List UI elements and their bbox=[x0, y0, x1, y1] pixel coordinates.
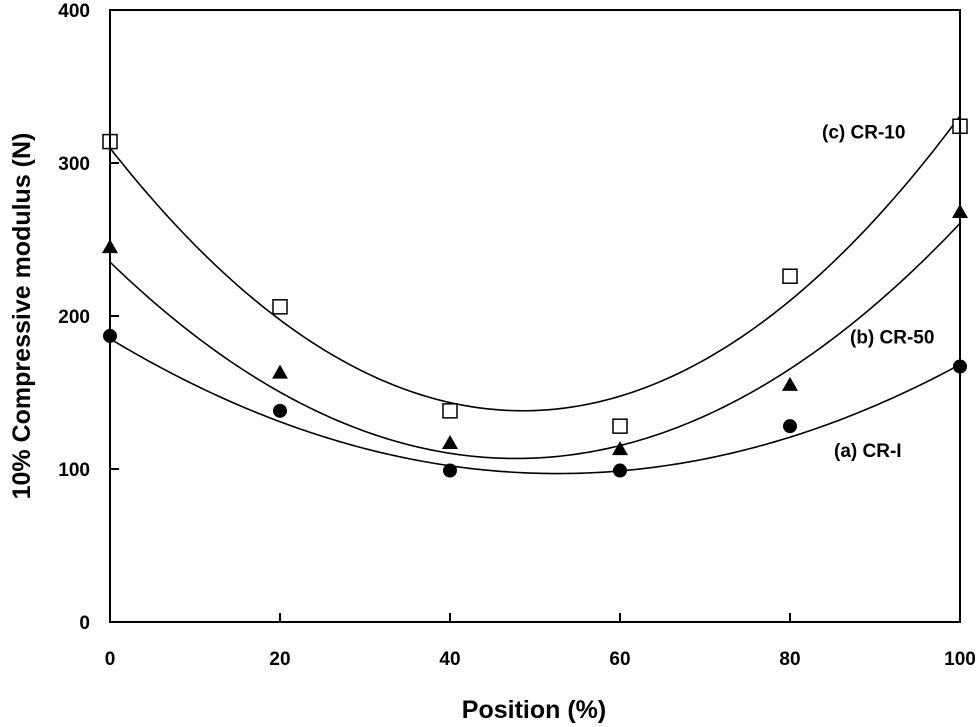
point-cr-10-40 bbox=[442, 403, 458, 419]
x-tick-label-80: 80 bbox=[779, 649, 800, 670]
y-tick-label-200: 200 bbox=[58, 307, 90, 328]
y-tick-label-100: 100 bbox=[58, 460, 90, 481]
x-tick-label-60: 60 bbox=[609, 649, 630, 670]
point-cr-i-20 bbox=[273, 403, 287, 418]
y-tick-label-0: 0 bbox=[79, 613, 90, 634]
fit-curve-cr-10 bbox=[109, 115, 961, 412]
series-labels: (a) CR-I (b) CR-50 (c) CR-10 bbox=[822, 123, 934, 462]
point-cr-i-80 bbox=[783, 419, 797, 434]
point-cr-50-40 bbox=[442, 434, 458, 449]
fit-curve-cr-50 bbox=[109, 222, 961, 460]
x-tick-label-100: 100 bbox=[944, 649, 976, 670]
x-tick-label-20: 20 bbox=[269, 649, 290, 670]
point-cr-10-60 bbox=[612, 418, 628, 434]
fit-curves bbox=[109, 115, 961, 475]
x-axis-title: Position (%) bbox=[462, 696, 606, 724]
point-cr-i-60 bbox=[613, 463, 627, 478]
point-cr-10-80 bbox=[782, 268, 798, 284]
point-cr-50-80 bbox=[782, 376, 798, 391]
point-cr-i-40 bbox=[443, 463, 457, 478]
series-label-cr-i: (a) CR-I bbox=[834, 441, 902, 462]
point-cr-50-20 bbox=[272, 364, 288, 379]
series-label-cr-50: (b) CR-50 bbox=[850, 328, 934, 349]
series-label-cr-10: (c) CR-10 bbox=[822, 123, 905, 144]
y-tick-label-400: 400 bbox=[58, 1, 90, 22]
point-cr-10-20 bbox=[272, 299, 288, 315]
y-tick-label-300: 300 bbox=[58, 154, 90, 175]
axes: 0 20 40 60 80 100 0 100 200 300 400 bbox=[58, 1, 976, 670]
y-axis-title: 10% Compressive modulus (N) bbox=[8, 133, 36, 500]
x-tick-label-0: 0 bbox=[105, 649, 116, 670]
data-points bbox=[102, 118, 968, 478]
x-tick-label-40: 40 bbox=[439, 649, 460, 670]
fit-curve-cr-i bbox=[109, 338, 961, 475]
point-cr-50-60 bbox=[612, 441, 628, 456]
